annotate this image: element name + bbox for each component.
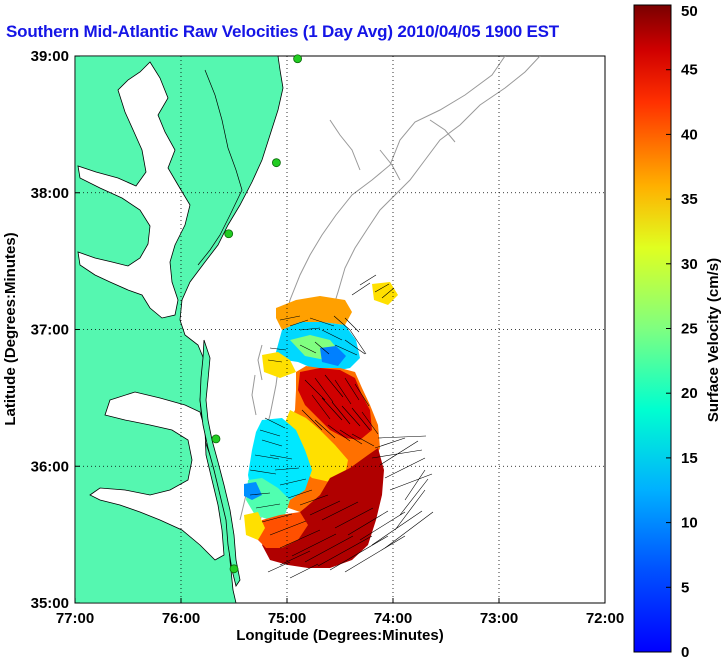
lon-tick-label: 76:00 xyxy=(162,610,200,627)
bathymetry-contour-4 xyxy=(251,344,263,416)
lon-tick-label: 77:00 xyxy=(56,610,94,627)
colorbar-tick-label: 0 xyxy=(681,644,689,659)
colorbar-label: Surface Velocity (cm/s) xyxy=(705,258,722,422)
bathymetry-contour-3 xyxy=(329,119,456,181)
lat-tick-label: 37:00 xyxy=(31,322,69,339)
x-axis-label: Longitude (Degrees:Minutes) xyxy=(236,627,444,644)
lat-tick-label: 36:00 xyxy=(31,458,69,475)
colorbar-tick-label: 25 xyxy=(681,321,698,338)
map-title: Southern Mid-Atlantic Raw Velocities (1 … xyxy=(6,22,559,41)
colorbar-tick-label: 45 xyxy=(681,62,698,79)
station-marker xyxy=(229,564,239,574)
grid xyxy=(75,56,605,603)
delmarva-shore xyxy=(197,69,243,266)
outer-banks xyxy=(199,339,241,587)
lat-tick-labels: 39:00 38:00 37:00 36:00 35:00 xyxy=(31,48,80,612)
lon-tick-label: 75:00 xyxy=(268,610,306,627)
y-axis-label: Latitude (Degrees:Minutes) xyxy=(2,232,19,425)
lat-tick-label: 35:00 xyxy=(31,595,69,612)
lon-tick-labels: 77:00 76:00 75:00 74:00 73:00 72:00 xyxy=(56,598,624,627)
stations xyxy=(211,54,303,574)
velocity-field xyxy=(244,282,398,568)
lat-tick-label: 38:00 xyxy=(31,185,69,202)
station-marker xyxy=(211,434,221,444)
lon-tick-label: 72:00 xyxy=(586,610,624,627)
colorbar-tick-label: 50 xyxy=(681,3,698,20)
station-marker xyxy=(293,54,303,64)
colorbar-ticks: 0 5 10 15 20 25 30 35 40 45 50 xyxy=(666,3,698,659)
lon-tick-label: 74:00 xyxy=(374,610,412,627)
colorbar-tick-label: 20 xyxy=(681,385,698,402)
chesapeake-bay xyxy=(77,61,191,319)
colorbar-tick-label: 5 xyxy=(681,579,689,596)
colorbar-tick-label: 15 xyxy=(681,450,698,467)
lon-tick-label: 73:00 xyxy=(480,610,518,627)
station-marker xyxy=(224,229,234,239)
colorbar-tick-label: 30 xyxy=(681,256,698,273)
colorbar xyxy=(633,4,672,653)
station-marker xyxy=(271,158,281,168)
colorbar-tick-label: 10 xyxy=(681,515,698,532)
lat-tick-label: 39:00 xyxy=(31,48,69,65)
colorbar-tick-label: 40 xyxy=(681,126,698,143)
colorbar-tick-label: 35 xyxy=(681,191,698,208)
